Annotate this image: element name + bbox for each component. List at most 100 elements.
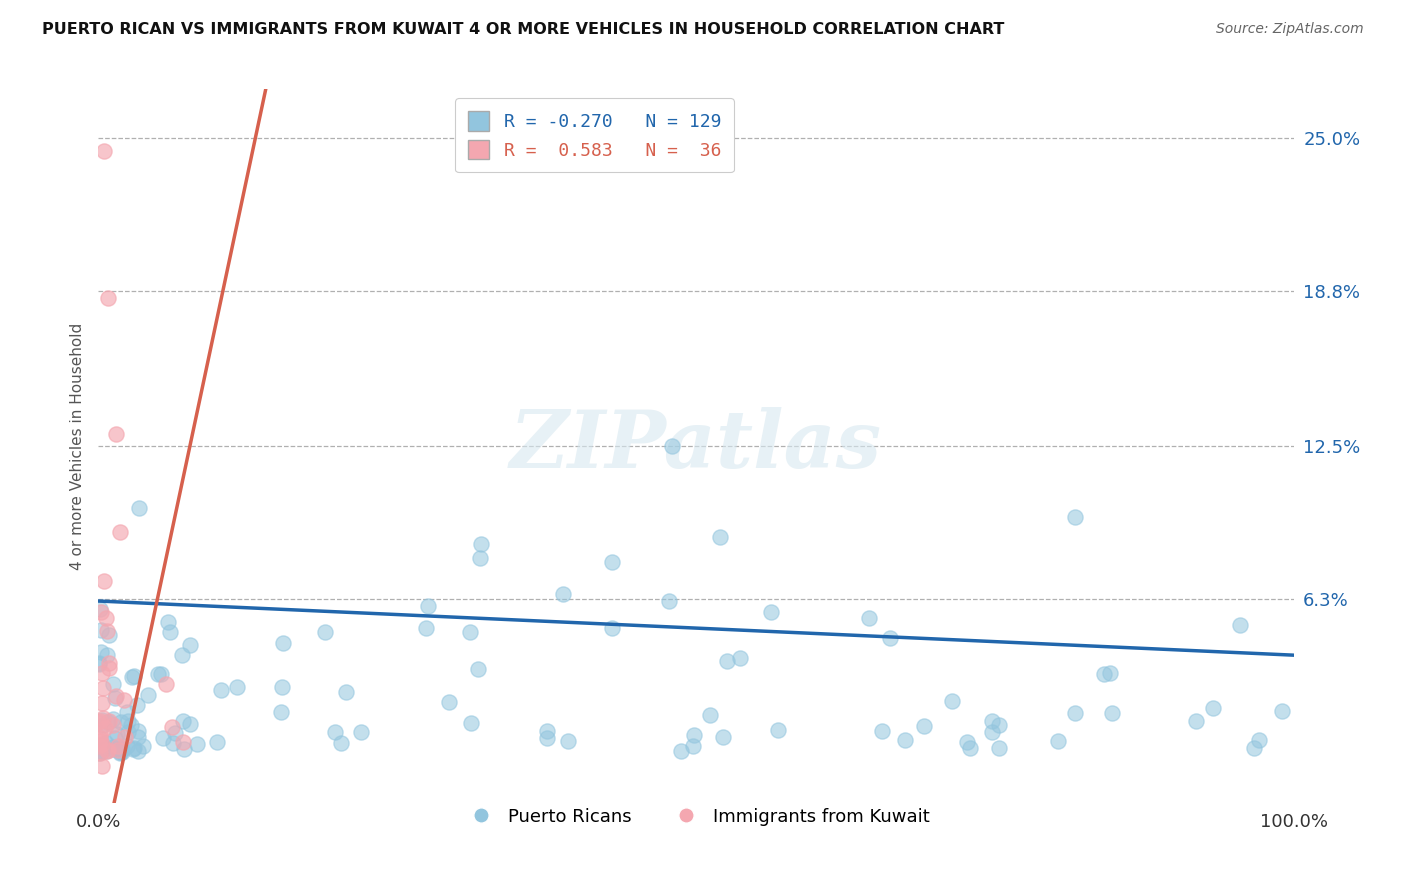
Point <box>87 657 110 671</box>
Point <box>458 624 481 639</box>
Point <box>988 718 1011 732</box>
Point <box>104 690 127 705</box>
Point <box>941 694 963 708</box>
Point <box>93 144 115 158</box>
Point <box>128 500 150 515</box>
Point <box>122 669 145 683</box>
Point <box>159 625 181 640</box>
Point <box>536 723 558 738</box>
Point <box>879 631 901 645</box>
Point <box>162 736 184 750</box>
Point <box>87 715 110 730</box>
Point <box>602 555 624 569</box>
Point <box>94 744 117 758</box>
Point <box>270 705 292 719</box>
Point <box>768 723 790 738</box>
Point <box>90 605 112 619</box>
Point <box>89 734 111 748</box>
Point <box>107 739 129 753</box>
Point <box>146 667 169 681</box>
Point <box>150 667 173 681</box>
Point <box>89 602 111 616</box>
Point <box>271 681 294 695</box>
Point <box>136 689 159 703</box>
Point <box>335 685 357 699</box>
Point <box>122 741 145 756</box>
Point <box>108 745 131 759</box>
Point <box>728 650 751 665</box>
Point <box>172 714 194 728</box>
Point <box>91 718 114 732</box>
Point <box>314 625 336 640</box>
Point <box>97 656 120 670</box>
Point <box>108 746 131 760</box>
Text: ZIPatlas: ZIPatlas <box>510 408 882 484</box>
Point <box>91 681 114 695</box>
Point <box>93 574 115 589</box>
Point <box>329 736 352 750</box>
Point <box>1229 617 1251 632</box>
Point <box>1092 666 1115 681</box>
Point <box>350 725 373 739</box>
Point <box>132 739 155 753</box>
Point <box>956 734 979 748</box>
Point <box>323 725 346 739</box>
Point <box>105 426 128 441</box>
Point <box>682 727 704 741</box>
Point <box>90 744 112 758</box>
Point <box>89 746 111 760</box>
Point <box>127 744 149 758</box>
Point <box>97 291 120 305</box>
Point <box>117 714 139 728</box>
Point <box>96 744 118 758</box>
Text: Source: ZipAtlas.com: Source: ZipAtlas.com <box>1216 22 1364 37</box>
Point <box>1101 706 1123 720</box>
Point <box>127 724 149 739</box>
Point <box>209 682 232 697</box>
Point <box>89 739 111 754</box>
Point <box>101 712 124 726</box>
Point <box>87 739 110 754</box>
Point <box>98 660 121 674</box>
Point <box>104 731 127 745</box>
Point <box>125 698 148 713</box>
Point <box>557 734 579 748</box>
Point <box>415 622 437 636</box>
Point <box>981 725 1004 739</box>
Point <box>96 624 118 638</box>
Point <box>115 739 138 753</box>
Point <box>87 747 110 761</box>
Point <box>467 661 489 675</box>
Point <box>893 733 915 747</box>
Point <box>912 719 935 733</box>
Point <box>699 708 721 723</box>
Point <box>536 731 558 745</box>
Point <box>186 737 208 751</box>
Point <box>156 615 179 630</box>
Point <box>117 724 139 739</box>
Point <box>1099 665 1122 680</box>
Point <box>107 742 129 756</box>
Point <box>759 605 782 619</box>
Point <box>105 689 128 703</box>
Point <box>170 648 193 662</box>
Point <box>418 599 440 613</box>
Point <box>114 730 136 744</box>
Point <box>468 551 491 566</box>
Point <box>271 635 294 649</box>
Point <box>1047 734 1070 748</box>
Point <box>127 730 149 744</box>
Point <box>89 714 111 729</box>
Point <box>121 742 143 756</box>
Point <box>97 715 120 730</box>
Point <box>205 734 228 748</box>
Point <box>1064 510 1087 524</box>
Point <box>661 439 683 453</box>
Point <box>1247 732 1270 747</box>
Point <box>111 742 134 756</box>
Point <box>97 714 120 728</box>
Point <box>97 743 120 757</box>
Point <box>90 645 112 659</box>
Point <box>111 745 134 759</box>
Point <box>155 677 177 691</box>
